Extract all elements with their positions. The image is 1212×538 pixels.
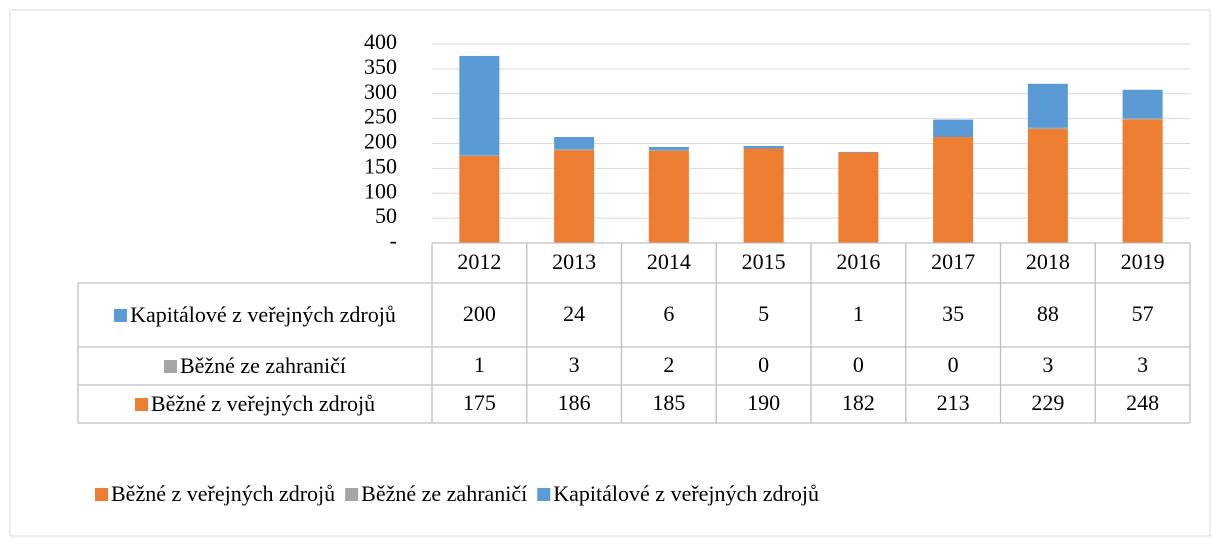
x-tick-label: 2019 xyxy=(1121,249,1165,274)
bar-segment xyxy=(648,149,689,151)
table-cell: 5 xyxy=(758,301,769,326)
table-cell: 186 xyxy=(558,390,591,415)
table-cell: 229 xyxy=(1031,390,1064,415)
legend-label: Běžné z veřejných zdrojů xyxy=(111,481,335,506)
x-tick-label: 2017 xyxy=(931,249,975,274)
bar-segment xyxy=(933,137,974,243)
x-tick-label: 2012 xyxy=(457,249,501,274)
table-cell: 175 xyxy=(463,390,496,415)
table-cell: 200 xyxy=(463,301,496,326)
x-tick-label: 2013 xyxy=(552,249,596,274)
table-cell: 213 xyxy=(937,390,970,415)
table-cell: 1 xyxy=(853,301,864,326)
bar-segment xyxy=(459,55,500,156)
bar-segment xyxy=(1027,129,1068,243)
table-cell: 0 xyxy=(758,352,769,377)
table-cell: 0 xyxy=(948,352,959,377)
table-cell: 24 xyxy=(563,301,585,326)
bar-segment xyxy=(459,155,500,243)
row-label: Běžné z veřejných zdrojů xyxy=(134,391,376,416)
y-tick-label: - xyxy=(390,228,397,253)
table-cell: 3 xyxy=(1042,352,1053,377)
y-tick-label: 100 xyxy=(364,178,397,203)
y-tick-label: 50 xyxy=(375,203,397,228)
table-cell: 190 xyxy=(747,390,780,415)
table-cell: 6 xyxy=(663,301,674,326)
table-cell: 57 xyxy=(1132,301,1154,326)
x-tick-label: 2014 xyxy=(647,249,691,274)
bar-segment xyxy=(1122,89,1163,119)
bar-segment xyxy=(838,152,879,243)
table-cell: 3 xyxy=(1137,352,1148,377)
row-label: Kapitálové z veřejných zdrojů xyxy=(114,303,396,327)
y-tick-label: 150 xyxy=(364,153,397,178)
table-cell: 1 xyxy=(474,352,485,377)
legend-key xyxy=(95,488,108,501)
y-tick-label: 300 xyxy=(364,79,397,104)
y-tick-label: 250 xyxy=(364,104,397,129)
table-row-header: Běžné ze zahraničí xyxy=(163,353,347,378)
chart-frame xyxy=(9,9,1211,537)
y-tick-label: 200 xyxy=(364,129,397,154)
row-label-text: Kapitálové z veřejných zdrojů xyxy=(130,302,396,327)
table-cell: 248 xyxy=(1126,390,1159,415)
bar-segment xyxy=(743,148,784,243)
legend-key xyxy=(134,398,148,411)
legend-key xyxy=(537,488,551,501)
bar-segment xyxy=(1027,127,1068,130)
legend-label: Kapitálové z veřejných zdrojů xyxy=(553,481,819,506)
table-cell: 0 xyxy=(853,352,864,377)
row-label: Běžné ze zahraničí xyxy=(163,353,347,378)
bar-segment xyxy=(743,145,784,149)
row-label-text: Běžné ze zahraničí xyxy=(179,353,347,378)
y-tick-label: 350 xyxy=(364,54,397,79)
table-cell: 88 xyxy=(1037,301,1059,326)
table-cell: 35 xyxy=(942,301,964,326)
legend-key xyxy=(114,309,128,322)
legend-label: Běžné ze zahraničí xyxy=(361,481,527,506)
bar-segment xyxy=(648,150,689,243)
x-tick-label: 2016 xyxy=(836,249,880,274)
table-cell: 2 xyxy=(663,352,674,377)
table-cell: 3 xyxy=(569,352,580,377)
bar-segment xyxy=(1122,119,1163,243)
table-cell: 182 xyxy=(842,390,875,415)
table-row-header: Kapitálové z veřejných zdrojů xyxy=(114,303,396,327)
table-row-header: Běžné z veřejných zdrojů xyxy=(134,391,376,416)
x-tick-label: 2015 xyxy=(742,249,786,274)
legend-key xyxy=(345,488,359,501)
row-label-text: Běžné z veřejných zdrojů xyxy=(150,391,376,416)
bar-segment xyxy=(648,146,689,150)
bar-segment xyxy=(554,148,595,151)
bar-segment xyxy=(554,137,595,149)
table-cell: 185 xyxy=(652,390,685,415)
legend-key xyxy=(163,360,177,373)
bar-segment xyxy=(1027,83,1068,128)
bar-segment xyxy=(1122,118,1163,120)
bar-segment xyxy=(933,119,974,138)
x-tick-label: 2018 xyxy=(1026,249,1070,274)
bar-segment xyxy=(554,150,595,243)
y-tick-label: 400 xyxy=(364,29,397,54)
